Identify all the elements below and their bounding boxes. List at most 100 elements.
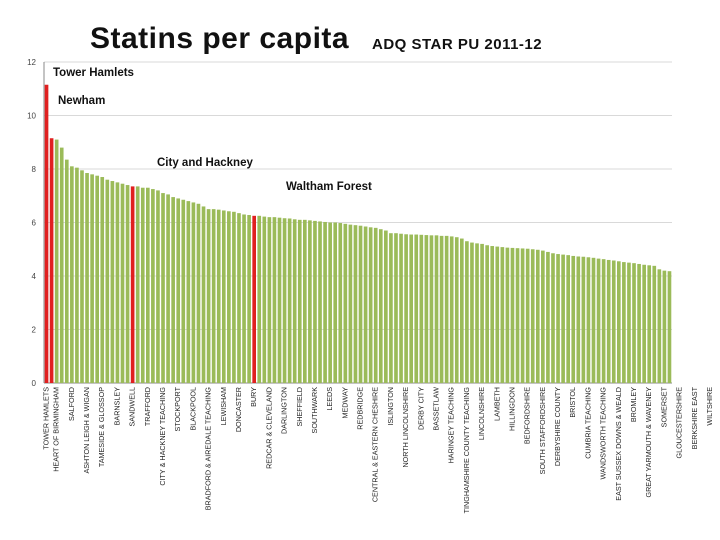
bar: [333, 222, 338, 383]
bar: [145, 187, 150, 383]
bar: [378, 229, 383, 383]
bar: [637, 263, 641, 383]
annotation-label: Newham: [58, 95, 105, 107]
x-category-label: LEEDS: [325, 387, 334, 411]
x-category-label: TINGHAMSHIRE COUNTY TEACHING: [462, 387, 471, 514]
bar: [459, 238, 464, 383]
x-category-label: SOUTH STAFFORDSHIRE: [538, 387, 547, 475]
x-category-label: EAST SUSSEX DOWNS & WEALD: [614, 387, 623, 501]
bar: [328, 222, 332, 383]
slide-title: Statins per capita: [90, 22, 350, 55]
y-tick-label: 4: [32, 272, 37, 281]
x-category-label: ISLINGTON: [386, 387, 395, 426]
bar: [343, 223, 348, 383]
bar: [601, 259, 606, 383]
bar: [125, 185, 130, 383]
bar: [495, 246, 500, 383]
bar: [140, 187, 145, 383]
x-category-label: ASHTON LEIGH & WIGAN: [82, 387, 91, 474]
bar: [657, 269, 662, 383]
bar: [480, 243, 484, 383]
bar: [399, 233, 403, 383]
x-category-label: TRAFFORD: [143, 387, 152, 426]
y-tick-label: 10: [27, 112, 36, 121]
bar-highlight: [130, 186, 135, 383]
bar: [530, 249, 535, 383]
bar: [424, 235, 429, 383]
bar: [242, 214, 246, 383]
bar: [272, 217, 277, 383]
bar: [389, 233, 393, 383]
bar: [105, 179, 110, 383]
bar: [287, 218, 292, 383]
bar: [292, 219, 297, 383]
bar: [596, 258, 601, 383]
bar: [323, 221, 327, 383]
x-category-label: TAMESIDE & GLOSSOP: [97, 387, 106, 467]
bar: [358, 225, 363, 383]
bar: [166, 194, 170, 383]
bar: [627, 262, 631, 383]
bar: [505, 247, 510, 383]
bar: [485, 245, 489, 383]
bar: [237, 213, 241, 383]
bar: [409, 234, 414, 383]
bar: [566, 255, 571, 383]
x-category-label: GLOUCESTERSHIRE: [675, 387, 684, 459]
bar: [247, 215, 251, 383]
bar: [591, 257, 596, 383]
bar: [75, 167, 79, 383]
bar: [662, 270, 667, 383]
bar: [115, 182, 120, 383]
bar: [541, 250, 545, 383]
bar: [110, 181, 115, 383]
annotation-label: Waltham Forest: [286, 181, 372, 193]
x-category-label: BLACKPOOL: [188, 387, 197, 431]
x-category-label: HEART OF BIRMINGHAM: [52, 387, 61, 472]
bar: [546, 251, 550, 383]
bar: [262, 216, 267, 383]
x-category-label: REDBRIDGE: [356, 387, 365, 430]
bar: [120, 183, 125, 383]
x-category-label: WILTSHIRE: [705, 387, 714, 426]
bar: [161, 193, 165, 383]
bar: [171, 197, 175, 383]
bar: [368, 227, 373, 383]
y-tick-label: 12: [27, 58, 36, 67]
y-tick-label: 6: [32, 219, 37, 228]
slide-subtitle: ADQ STAR PU 2011-12: [372, 36, 543, 53]
x-category-label: SOMERSET: [659, 386, 668, 427]
bar: [282, 218, 287, 383]
bar: [80, 170, 84, 383]
bar: [373, 227, 378, 383]
bar: [535, 249, 540, 383]
bar: [151, 189, 155, 383]
x-category-label: BARNSLEY: [112, 387, 121, 426]
x-category-label: NORTH LINCOLNSHIRE: [401, 387, 410, 468]
bar: [191, 202, 196, 383]
bar: [363, 226, 368, 383]
bar: [449, 236, 454, 383]
x-category-label: DERBYSHIRE COUNTY: [553, 387, 562, 466]
bar: [419, 234, 424, 383]
bar: [85, 173, 89, 383]
x-category-label: TOWER HAMLETS: [42, 387, 51, 450]
bar: [100, 177, 105, 383]
bar: [551, 253, 555, 383]
annotation-label: Tower Hamlets: [53, 67, 134, 79]
bar: [384, 230, 388, 383]
bar: [490, 246, 495, 383]
bar: [201, 206, 206, 383]
x-category-label: BRADFORD & AIREDALE TEACHING: [204, 387, 213, 511]
bar: [196, 203, 201, 383]
bar: [216, 209, 221, 383]
x-category-label: CUMBRIA TEACHING: [583, 387, 592, 459]
bar: [206, 209, 211, 383]
bar: [414, 234, 419, 383]
bar: [510, 247, 515, 383]
bar: [652, 265, 657, 383]
bar: [186, 201, 191, 383]
x-category-label: BURY: [249, 387, 258, 407]
x-category-label: STOCKPORT: [173, 386, 182, 431]
bar: [642, 264, 646, 383]
